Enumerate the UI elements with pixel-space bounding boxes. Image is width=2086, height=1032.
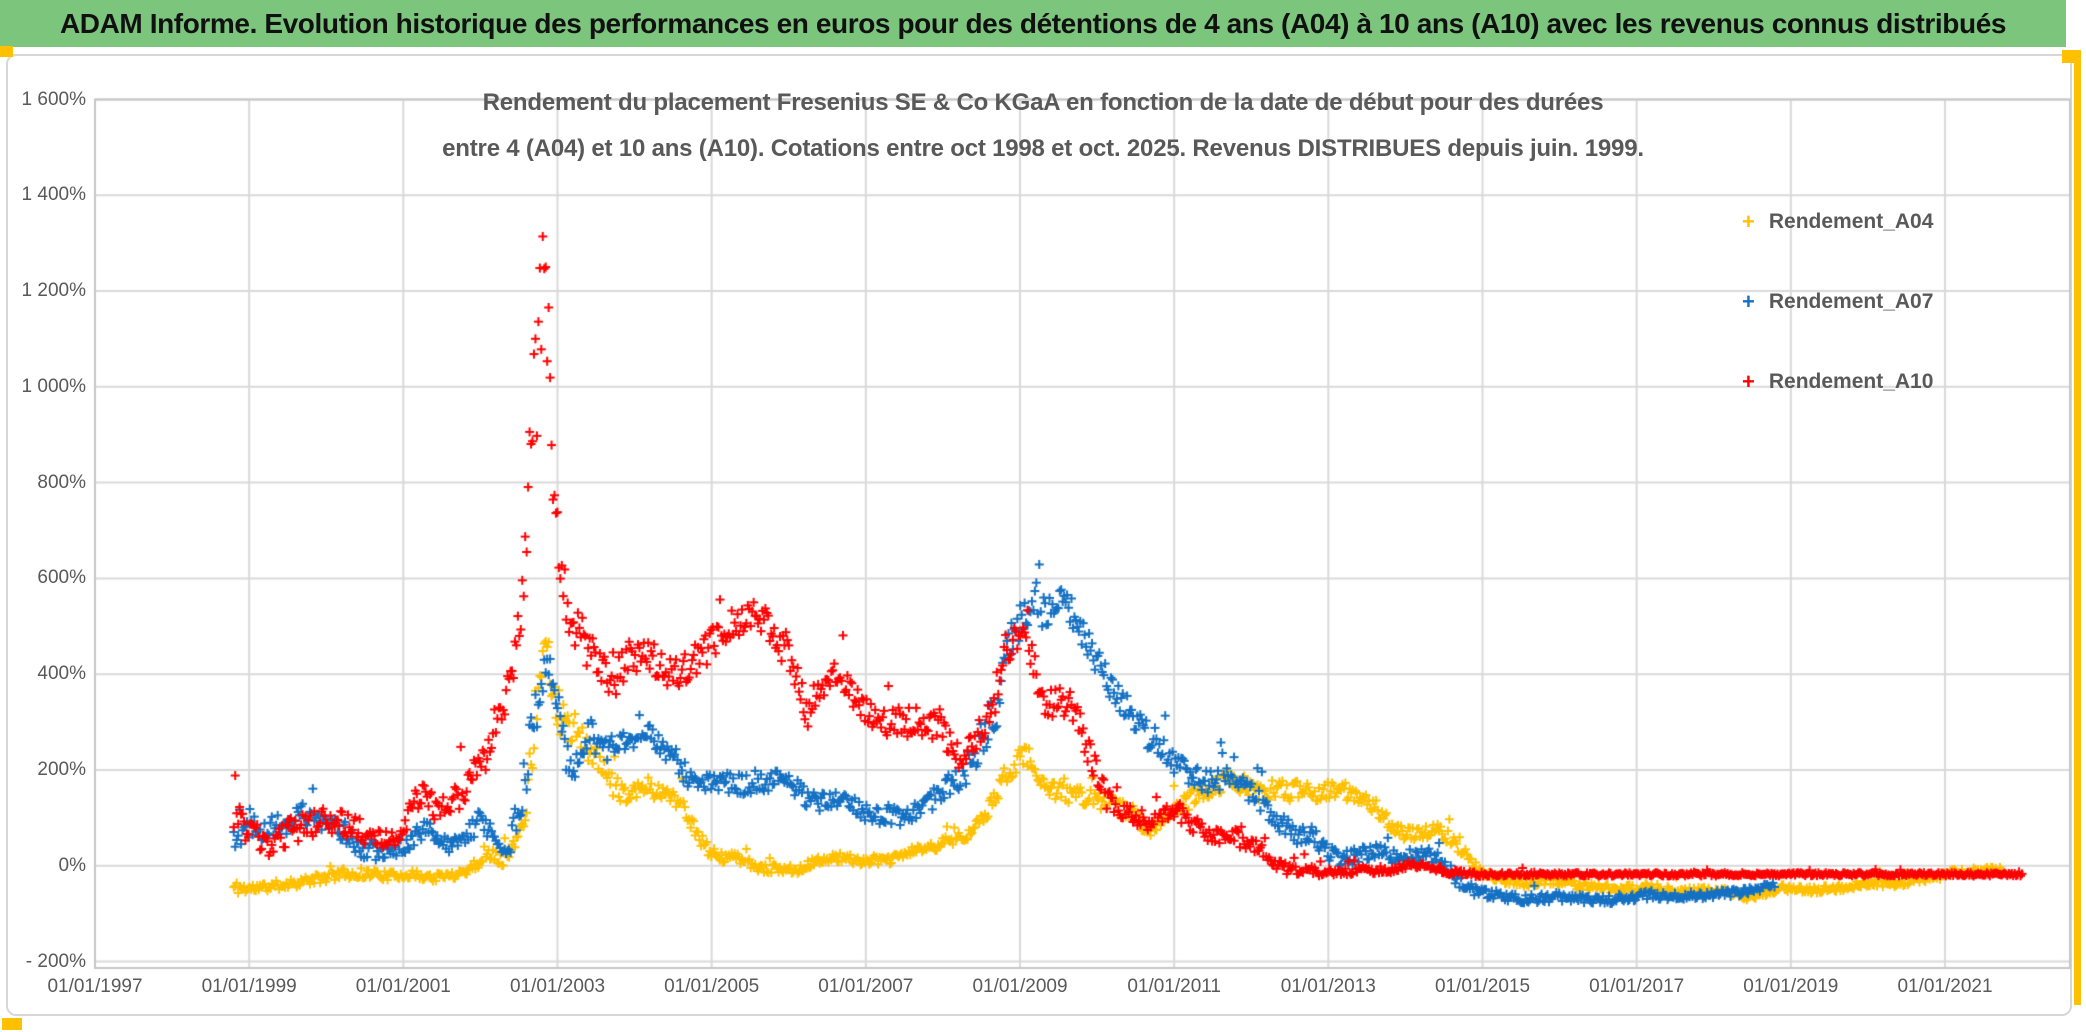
legend-item-rendement_a07[interactable]: + Rendement_A07 (1742, 285, 1933, 319)
plus-marker-icon: + (1742, 209, 1755, 234)
chart-title-line1: Rendement du placement Fresenius SE & Co… (482, 89, 1604, 116)
y-axis-tick-label: - 200% (25, 950, 86, 972)
x-axis-tick-label: 01/01/2019 (1743, 976, 1839, 997)
gold-accent-left-bottom (2, 1018, 22, 1030)
legend-item-label: Rendement_A07 (1768, 290, 1934, 313)
x-axis-tick-label: 01/01/2015 (1434, 976, 1531, 997)
y-axis-tick-label: 1 600% (21, 88, 86, 110)
y-axis-tick-label: 1 400% (21, 184, 86, 206)
x-axis-tick-label: 01/01/2001 (355, 976, 451, 997)
gold-accent-left-top (0, 46, 13, 57)
x-axis-tick-label: 01/01/2009 (972, 976, 1068, 997)
legend-item-label: Rendement_A04 (1768, 210, 1934, 233)
y-axis-tick-label: 1 000% (21, 375, 86, 397)
x-axis-tick-label: 01/01/2021 (1897, 976, 1993, 997)
gold-accent-right-top (2062, 50, 2081, 63)
y-axis-tick-label: 800% (37, 471, 86, 493)
x-axis-tick-label: 01/01/1999 (201, 976, 297, 997)
x-axis-tick-label: 01/01/1997 (47, 976, 143, 997)
y-axis-tick-label: 400% (37, 663, 86, 685)
chart-legend: + Rendement_A04 + Rendement_A07 + Rendement_A… (1742, 205, 1933, 445)
chart-title: Rendement du placement Fresenius SE & Co… (0, 80, 2086, 172)
x-axis-tick-label: 01/01/2011 (1127, 976, 1221, 997)
legend-item-rendement_a04[interactable]: + Rendement_A04 (1742, 205, 1933, 239)
x-axis-tick-label: 01/01/2017 (1589, 976, 1685, 997)
y-axis-tick-label: 0% (58, 854, 86, 876)
y-axis-tick-label: 600% (37, 567, 86, 589)
y-axis-tick-label: 1 200% (21, 280, 86, 302)
plus-marker-icon: + (1742, 369, 1755, 394)
legend-item-label: Rendement_A10 (1768, 370, 1934, 393)
x-axis-tick-label: 01/01/2007 (818, 976, 914, 997)
chart-title-line2: entre 4 (A04) et 10 ans (A10). Cotations… (442, 135, 1644, 162)
x-axis-tick-label: 01/01/2005 (664, 976, 760, 997)
gold-accent-right-edge (2074, 60, 2081, 1005)
legend-item-rendement_a10[interactable]: + Rendement_A10 (1742, 365, 1933, 399)
plus-marker-icon: + (1742, 289, 1755, 314)
x-axis-tick-label: 01/01/2003 (509, 976, 606, 997)
x-axis-tick-label: 01/01/2013 (1280, 976, 1376, 997)
y-axis-tick-label: 200% (37, 758, 86, 780)
